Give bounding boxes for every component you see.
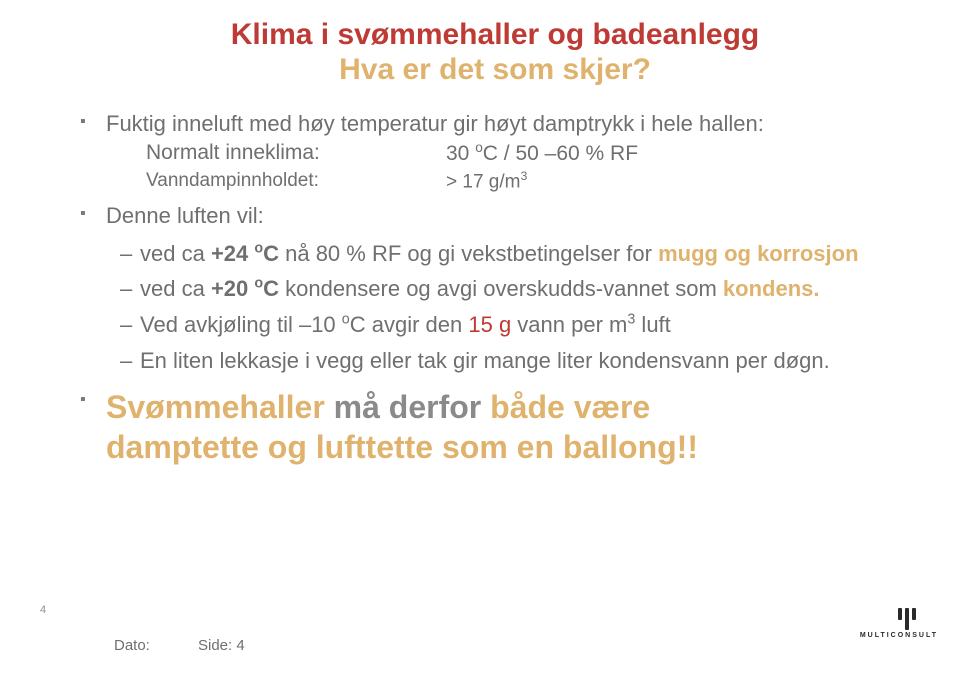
bullet2-text: Denne luften vil: — [106, 203, 264, 228]
dash-lekkasje: En liten lekkasje i vegg eller tak gir m… — [80, 346, 910, 376]
title-line-2: Hva er det som skjer? — [80, 53, 910, 88]
title-line-1: Klima i svømmehaller og badeanlegg — [80, 18, 910, 53]
dash-avkjoling: Ved avkjøling til –10 oC avgir den 15 g … — [80, 310, 910, 340]
bullet-conclusion: Svømmehaller må derfor både være damptet… — [80, 387, 910, 467]
accent-kondens: kondens. — [723, 276, 820, 301]
conclusion-text: Svømmehaller må derfor både være damptet… — [106, 387, 910, 467]
bullet-damptrykk: Fuktig inneluft med høy temperatur gir h… — [80, 109, 910, 195]
bullet-denne-luften: Denne luften vil: — [80, 201, 910, 231]
footer-page-number: 4 — [40, 604, 46, 616]
row-vanndamp: Vanndampinnholdet: > 17 g/m3 — [146, 168, 910, 195]
footer-date-label: Dato: — [114, 637, 150, 654]
value-vanndamp: > 17 g/m3 — [446, 168, 910, 195]
label-vanndamp: Vanndampinnholdet: — [146, 168, 446, 195]
row-inneklima: Normalt inneklima: 30 oC / 50 –60 % RF — [146, 139, 910, 168]
inneklima-rows: Normalt inneklima: 30 oC / 50 –60 % RF V… — [146, 139, 910, 195]
dash-kondens: ved ca +20 oC kondensere og avgi oversku… — [80, 274, 910, 304]
logo-label: MULTICONSULT — [860, 624, 938, 642]
label-inneklima: Normalt inneklima: — [146, 139, 446, 168]
value-inneklima: 30 oC / 50 –60 % RF — [446, 139, 910, 168]
footer-side-label: Side: 4 — [198, 637, 245, 654]
accent-15g: 15 g — [468, 312, 511, 337]
bullet1-text: Fuktig inneluft med høy temperatur gir h… — [106, 111, 764, 136]
slide: Klima i svømmehaller og badeanlegg Hva e… — [0, 0, 960, 674]
accent-mugg: mugg og korrosjon — [658, 241, 858, 266]
slide-title: Klima i svømmehaller og badeanlegg Hva e… — [80, 18, 910, 87]
slide-body: Fuktig inneluft med høy temperatur gir h… — [80, 109, 910, 467]
dash-mugg: ved ca +24 oC nå 80 % RF og gi vekstbeti… — [80, 239, 910, 269]
dash-list: ved ca +24 oC nå 80 % RF og gi vekstbeti… — [80, 239, 910, 376]
